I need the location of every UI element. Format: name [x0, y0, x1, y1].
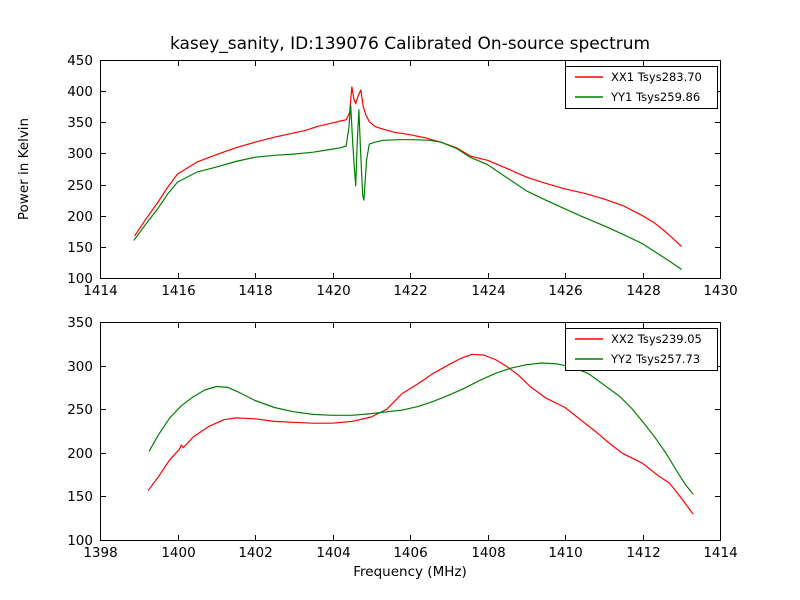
- x-tick-label: 1414: [83, 283, 117, 299]
- x-tick-label: 1424: [471, 283, 505, 299]
- y-tick-label: 300: [67, 146, 93, 162]
- y-tick-label: 200: [67, 209, 93, 225]
- x-tick-label: 1404: [316, 545, 350, 561]
- y-tick-label: 250: [67, 178, 93, 194]
- legend: XX1 Tsys283.70 YY1 Tsys259.86: [565, 66, 718, 109]
- x-tick-label: 1406: [393, 545, 427, 561]
- y-tick-label: 300: [67, 359, 93, 375]
- y-tick-label: 250: [67, 402, 93, 418]
- x-tick-label: 1398: [83, 545, 117, 561]
- x-tick-label: 1418: [238, 283, 272, 299]
- x-tick-label: 1402: [238, 545, 272, 561]
- y-tick-label: 150: [67, 489, 93, 505]
- y-tick-label: 100: [67, 533, 93, 549]
- series-line-xx2: [147, 353, 694, 515]
- y-tick-label: 400: [67, 84, 93, 100]
- legend-label: YY1 Tsys259.86: [610, 90, 700, 104]
- x-tick-label: 1408: [471, 545, 505, 561]
- plot-frame: [100, 60, 721, 279]
- x-tick-label: 1414: [703, 545, 737, 561]
- y-tick-label: 350: [67, 115, 93, 131]
- legend-label: XX2 Tsys239.05: [611, 332, 702, 346]
- x-tick-label: 1420: [316, 283, 350, 299]
- x-tick-label: 1426: [548, 283, 582, 299]
- series-line-yy1: [133, 104, 682, 270]
- plot-frame: [100, 322, 721, 541]
- x-tick-label: 1416: [161, 283, 195, 299]
- bottom-plot: 1398 1400 1402 1404 1406 1408 1410 1412 1414 100 1…: [67, 315, 737, 561]
- bottom-plot-xlabel: Frequency (MHz): [353, 564, 467, 580]
- x-tick-label: 1428: [626, 283, 660, 299]
- y-tick-label: 200: [67, 446, 93, 462]
- legend-box: [565, 328, 718, 371]
- series-line-xx1: [134, 86, 682, 247]
- legend: XX2 Tsys239.05 YY2 Tsys257.73: [565, 328, 718, 371]
- x-tick-label: 1430: [703, 283, 737, 299]
- y-tick-label: 450: [67, 53, 93, 69]
- x-tick-label: 1400: [161, 545, 195, 561]
- x-tick-label: 1422: [393, 283, 427, 299]
- y-tick-label: 350: [67, 315, 93, 331]
- top-plot: 1414 1416 1418 1420 1422 1424 1426 1428 1430 100 1…: [67, 53, 737, 299]
- legend-label: XX1 Tsys283.70: [611, 70, 702, 84]
- y-tick-label: 150: [67, 240, 93, 256]
- y-tick-label: 100: [67, 271, 93, 287]
- series-line-yy2: [148, 362, 694, 495]
- x-tick-label: 1410: [548, 545, 582, 561]
- legend-box: [565, 66, 718, 109]
- legend-label: YY2 Tsys257.73: [610, 352, 700, 366]
- x-tick-label: 1412: [626, 545, 660, 561]
- figure-title: kasey_sanity, ID:139076 Calibrated On-so…: [169, 34, 651, 54]
